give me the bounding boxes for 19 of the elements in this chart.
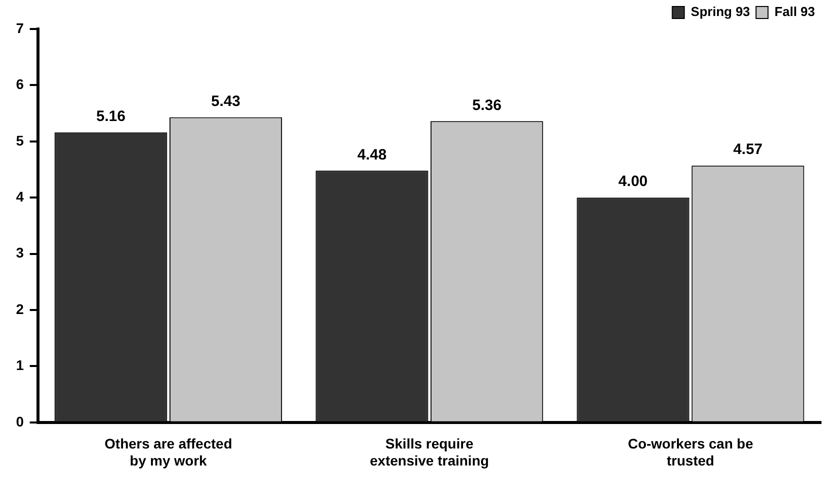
data-label: 4.57 bbox=[733, 141, 762, 158]
x-tick-label: Others are affected by my work bbox=[104, 436, 232, 468]
legend-label: Fall 93 bbox=[774, 4, 815, 20]
y-tick-label: 6 bbox=[16, 76, 24, 92]
data-label: 4.00 bbox=[618, 173, 648, 190]
x-tick-label: Co-workers can be trusted bbox=[628, 436, 754, 468]
y-tick-label: 4 bbox=[16, 188, 24, 204]
y-tick-label: 3 bbox=[16, 244, 24, 261]
y-tick-label: 1 bbox=[16, 357, 24, 374]
data-label: 4.48 bbox=[357, 146, 387, 164]
data-label: 5.36 bbox=[472, 96, 502, 114]
data-label: 5.16 bbox=[96, 108, 126, 126]
x-tick-label: Skills require extensive training bbox=[370, 436, 489, 468]
y-tick-label: 5 bbox=[16, 132, 24, 148]
legend-label: Spring 93 bbox=[690, 4, 750, 20]
y-tick-label: 2 bbox=[16, 300, 24, 317]
data-label: 5.43 bbox=[211, 92, 240, 110]
y-tick-label: 0 bbox=[16, 413, 24, 430]
y-tick-label: 7 bbox=[16, 20, 24, 36]
